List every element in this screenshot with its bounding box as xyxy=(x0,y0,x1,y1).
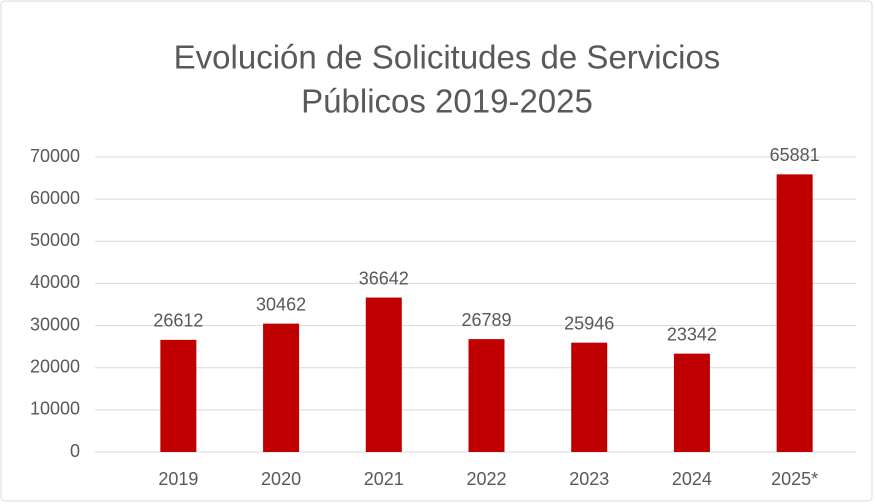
bar xyxy=(160,339,197,452)
y-tick-label: 30000 xyxy=(30,314,80,334)
data-label: 25946 xyxy=(564,313,614,333)
chart-title: Evolución de Solicitudes de Servicios xyxy=(174,39,721,76)
bar xyxy=(571,342,608,452)
bar xyxy=(776,174,813,452)
bar xyxy=(365,297,402,452)
y-tick-label: 40000 xyxy=(30,272,80,292)
bar xyxy=(263,323,300,452)
y-tick-label: 70000 xyxy=(30,146,80,166)
x-tick-label: 2020 xyxy=(261,469,301,489)
data-label: 26612 xyxy=(153,311,203,331)
chart-title: Públicos 2019-2025 xyxy=(301,83,593,120)
data-label: 23342 xyxy=(667,324,717,344)
data-label: 30462 xyxy=(256,294,306,314)
y-tick-label: 50000 xyxy=(30,230,80,250)
x-tick-label: 2025* xyxy=(771,469,818,489)
bar xyxy=(673,353,710,452)
bar xyxy=(468,339,505,452)
x-tick-label: 2023 xyxy=(569,469,609,489)
y-tick-label: 10000 xyxy=(30,399,80,419)
y-tick-label: 60000 xyxy=(30,188,80,208)
data-label: 65881 xyxy=(770,145,820,165)
data-label: 36642 xyxy=(359,268,409,288)
x-tick-label: 2019 xyxy=(158,469,198,489)
y-tick-label: 20000 xyxy=(30,356,80,376)
y-tick-label: 0 xyxy=(70,441,80,461)
data-label: 26789 xyxy=(461,310,511,330)
x-tick-label: 2021 xyxy=(364,469,404,489)
x-tick-label: 2022 xyxy=(466,469,506,489)
x-tick-label: 2024 xyxy=(672,469,712,489)
